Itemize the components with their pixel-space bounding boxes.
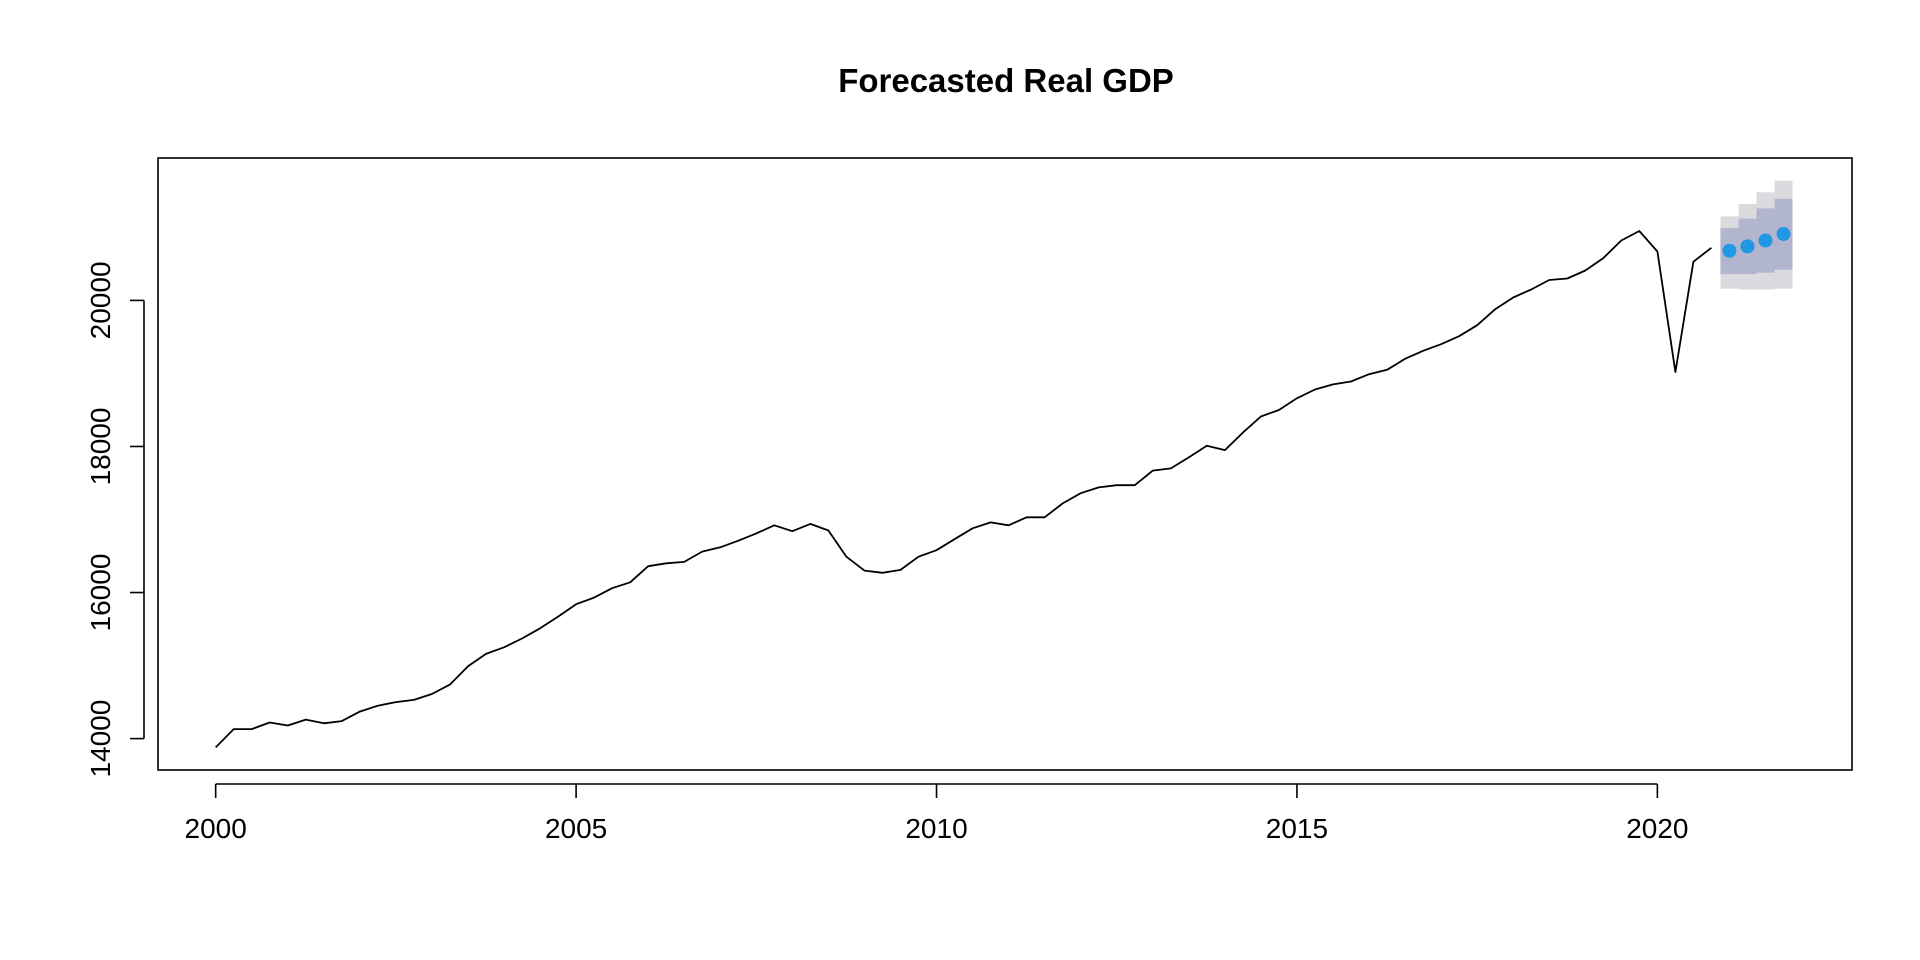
forecast-point bbox=[1740, 239, 1755, 254]
x-tick-label: 2010 bbox=[905, 813, 967, 844]
y-axis: 14000 16000 18000 20000 bbox=[85, 261, 145, 778]
x-tick-label: 2000 bbox=[185, 813, 247, 844]
forecast-point bbox=[1776, 226, 1791, 241]
plot-frame bbox=[157, 157, 1853, 771]
forecast-point bbox=[1722, 243, 1737, 258]
x-axis: 2000 2005 2010 2015 2020 bbox=[185, 783, 1689, 844]
y-tick-label: 14000 bbox=[85, 700, 116, 778]
forecast-points bbox=[1722, 226, 1791, 258]
y-tick-label: 20000 bbox=[85, 261, 116, 339]
chart-title: Forecasted Real GDP bbox=[838, 62, 1174, 99]
x-tick-label: 2020 bbox=[1626, 813, 1688, 844]
x-tick-label: 2015 bbox=[1266, 813, 1328, 844]
y-tick-label: 16000 bbox=[85, 554, 116, 632]
history-series bbox=[215, 230, 1712, 749]
history-line bbox=[215, 230, 1712, 749]
x-tick-label: 2005 bbox=[545, 813, 607, 844]
y-tick-label: 18000 bbox=[85, 408, 116, 486]
forecast-point bbox=[1758, 233, 1773, 248]
